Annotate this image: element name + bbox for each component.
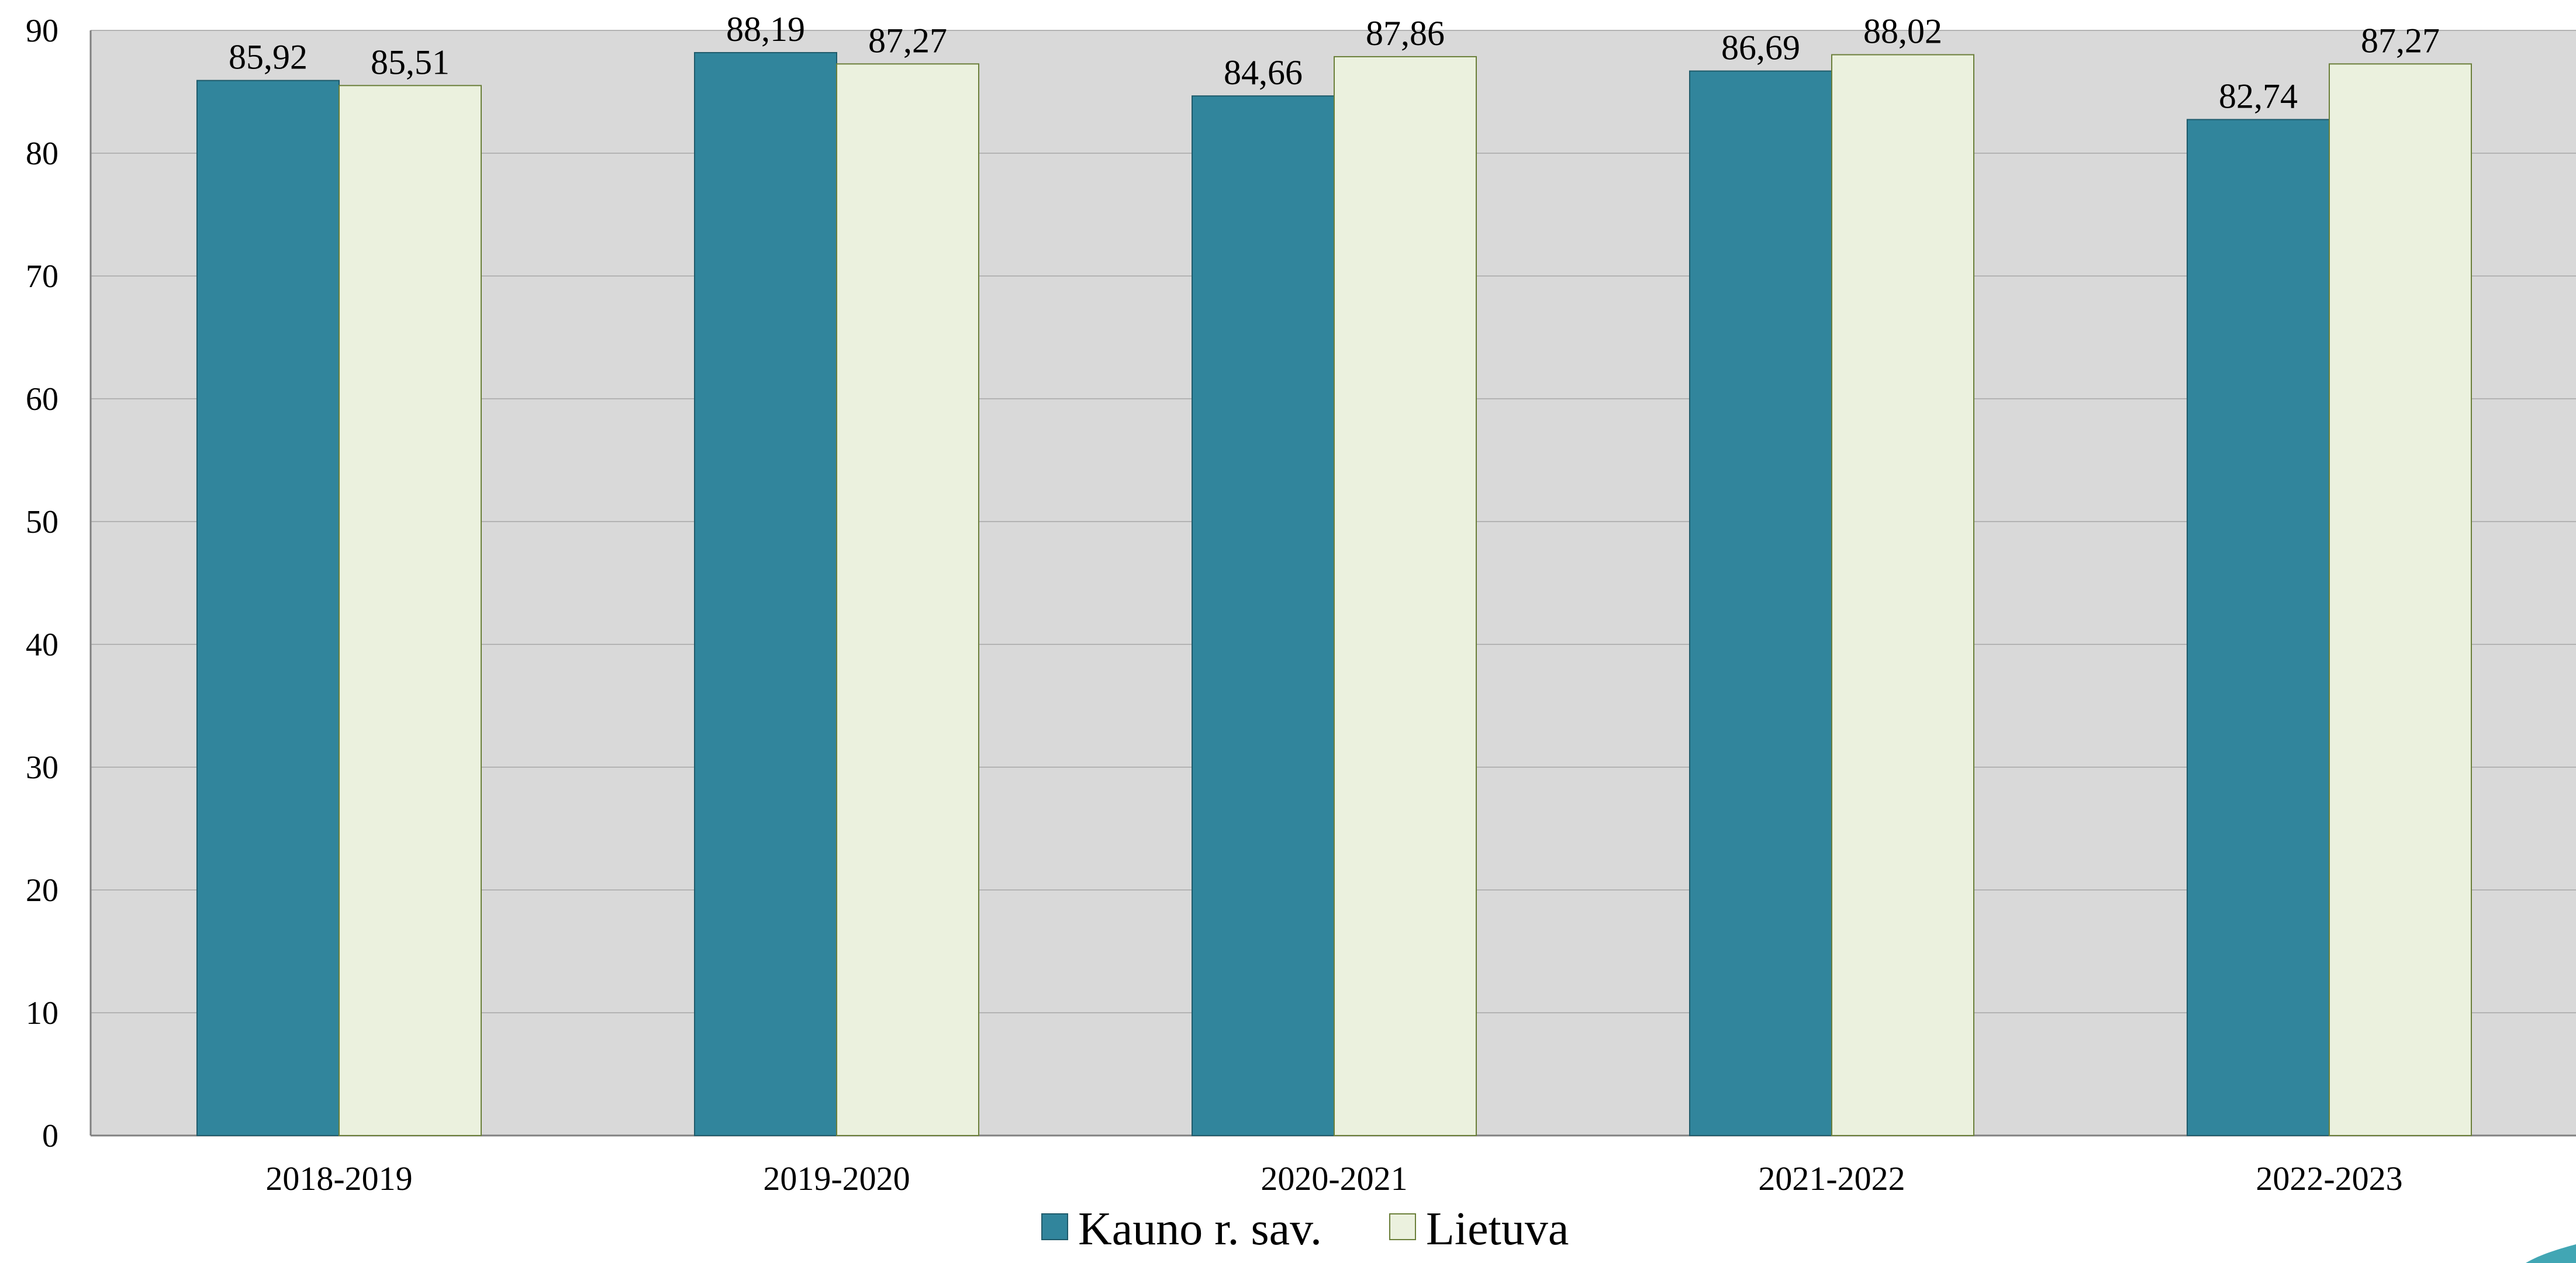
data-label: 88,02 [1863, 12, 1942, 51]
legend-label: Lietuva [1426, 1203, 1569, 1255]
data-label: 88,19 [726, 10, 805, 49]
x-tick-label: 2018-2019 [265, 1160, 412, 1198]
y-tick-label: 80 [26, 136, 58, 172]
data-label: 86,69 [1721, 29, 1800, 67]
data-labels: 85,92 85,51 88,19 87,27 84,66 87,86 86,69 88,02… [229, 10, 2440, 115]
y-tick-label: 60 [26, 381, 58, 417]
y-tick-label: 30 [26, 750, 58, 786]
data-label: 84,66 [1224, 53, 1303, 92]
data-label: 87,86 [1366, 14, 1445, 53]
bar [1192, 95, 1335, 1136]
y-tick-label: 70 [26, 258, 58, 295]
bar [694, 52, 837, 1136]
x-tick-label: 2022-2023 [2256, 1160, 2402, 1198]
y-tick-label: 10 [26, 995, 58, 1031]
y-tick-label: 90 [26, 13, 58, 49]
y-tick-label: 50 [26, 504, 58, 540]
bar [2329, 63, 2472, 1137]
bar [2187, 119, 2330, 1137]
x-axis-ticks: 2018-2019 2019-2020 2020-2021 2021-2022 2022… [265, 1160, 2402, 1198]
data-label: 87,27 [2361, 21, 2440, 60]
bar [836, 63, 979, 1137]
x-tick-label: 2020-2021 [1261, 1160, 1407, 1198]
data-label: 82,74 [2219, 77, 2298, 115]
x-tick-label: 2021-2022 [1758, 1160, 1905, 1198]
data-label: 87,27 [868, 21, 947, 60]
data-label: 85,51 [371, 43, 450, 81]
bar [1831, 54, 1974, 1137]
legend: Kauno r. sav. Lietuva [1041, 1203, 1569, 1255]
y-tick-label: 20 [26, 872, 58, 909]
y-tick-label: 0 [42, 1118, 58, 1154]
data-label: 85,92 [229, 38, 308, 77]
x-tick-label: 2019-2020 [763, 1160, 910, 1198]
legend-swatch [1389, 1213, 1416, 1240]
bar [196, 80, 340, 1136]
y-axis-ticks: 0 10 20 30 40 50 60 70 80 90 [26, 13, 58, 1154]
bar [1689, 70, 1832, 1136]
legend-label: Kauno r. sav. [1078, 1203, 1322, 1255]
bar [339, 85, 482, 1136]
decorative-swoosh [2526, 1244, 2576, 1263]
legend-swatch [1041, 1213, 1068, 1240]
y-tick-label: 40 [26, 627, 58, 663]
bars [196, 52, 2472, 1137]
bar [1334, 56, 1477, 1137]
